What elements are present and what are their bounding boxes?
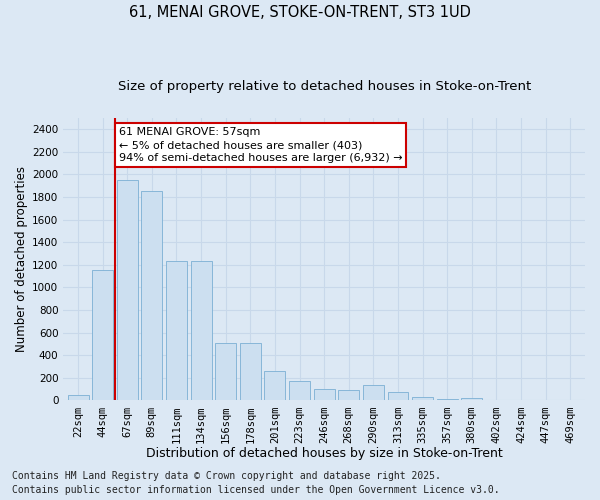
Text: 61, MENAI GROVE, STOKE-ON-TRENT, ST3 1UD: 61, MENAI GROVE, STOKE-ON-TRENT, ST3 1UD — [129, 5, 471, 20]
Bar — [191, 262, 212, 400]
Bar — [388, 392, 409, 400]
Bar — [265, 370, 286, 400]
Bar — [166, 262, 187, 400]
Title: Size of property relative to detached houses in Stoke-on-Trent: Size of property relative to detached ho… — [118, 80, 531, 93]
Text: 61 MENAI GROVE: 57sqm
← 5% of detached houses are smaller (403)
94% of semi-deta: 61 MENAI GROVE: 57sqm ← 5% of detached h… — [119, 127, 402, 163]
Bar — [363, 384, 384, 400]
Bar — [68, 395, 89, 400]
Text: Contains HM Land Registry data © Crown copyright and database right 2025.
Contai: Contains HM Land Registry data © Crown c… — [12, 471, 500, 495]
Bar — [461, 398, 482, 400]
Bar — [215, 343, 236, 400]
Bar — [338, 390, 359, 400]
Bar — [142, 192, 163, 400]
Bar — [92, 270, 113, 400]
Bar — [412, 397, 433, 400]
Bar — [240, 343, 261, 400]
Bar — [117, 180, 138, 400]
Bar — [289, 381, 310, 400]
Bar — [314, 389, 335, 400]
Y-axis label: Number of detached properties: Number of detached properties — [15, 166, 28, 352]
X-axis label: Distribution of detached houses by size in Stoke-on-Trent: Distribution of detached houses by size … — [146, 447, 503, 460]
